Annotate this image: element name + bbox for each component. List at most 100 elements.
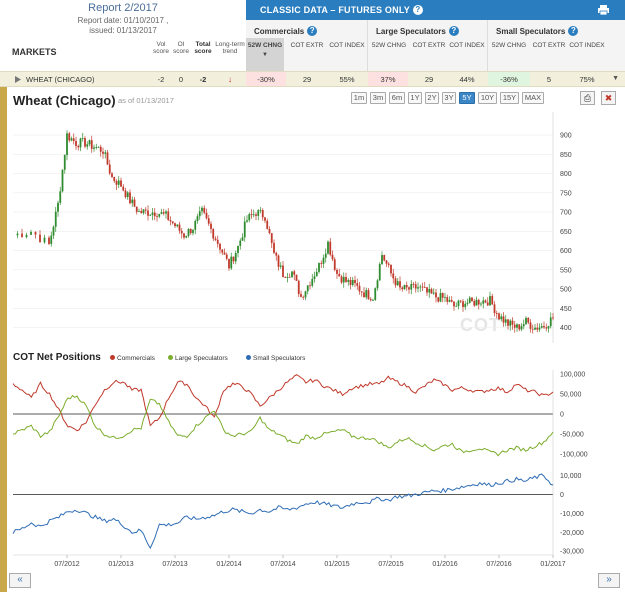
candle-body	[495, 313, 498, 314]
print-chart-icon[interactable]: ⎙	[580, 91, 595, 105]
candle-body	[131, 199, 134, 204]
price-tick-label: 450	[560, 306, 572, 313]
candle-body	[66, 133, 68, 156]
price-tick-label: 400	[560, 325, 572, 332]
expand-triangle-icon[interactable]	[15, 76, 21, 83]
range-button-max[interactable]: MAX	[522, 92, 544, 104]
candle-body	[484, 300, 487, 303]
candle-body	[360, 291, 363, 293]
candle-body	[266, 220, 269, 230]
candle-body	[270, 233, 273, 243]
candle-body	[331, 254, 334, 260]
col-ls-cot-index[interactable]: COT INDEX	[449, 42, 485, 49]
candle-body	[252, 214, 255, 216]
col-oi-score[interactable]: OI score	[173, 41, 189, 55]
col-ss-52w-chng[interactable]: 52W CHNG	[491, 42, 527, 49]
legend-dot-icon	[168, 355, 173, 360]
scroll-down-icon[interactable]: ▼	[612, 75, 619, 82]
cot-lower-tick-label: 0	[560, 492, 564, 499]
range-button-15y[interactable]: 15Y	[500, 92, 519, 104]
candle-body	[347, 279, 350, 282]
col-com-52w-chng[interactable]: 52W CHNG ▼	[246, 38, 284, 71]
candle-body	[158, 213, 161, 217]
ls-52w-chng: 37%	[380, 75, 396, 84]
help-icon[interactable]: ?	[307, 26, 318, 36]
x-tick-label: 07/2015	[378, 561, 403, 568]
candle-body	[374, 288, 377, 300]
candle-body	[302, 296, 305, 298]
candle-body	[306, 285, 309, 292]
range-button-1y[interactable]: 1Y	[408, 92, 422, 104]
candle-body	[435, 292, 437, 298]
candle-body	[70, 138, 73, 141]
candle-body	[291, 271, 293, 278]
candle-body	[493, 304, 496, 314]
group-commercials: Commercials? 52W CHNG ▼ COT EXTR COT INDE…	[246, 20, 368, 71]
down-arrow-icon: ↓	[228, 75, 232, 84]
candle-body	[324, 253, 327, 258]
candle-body	[151, 212, 154, 215]
candle-body	[396, 281, 399, 286]
classic-data-title: CLASSIC DATA – FUTURES ONLY	[260, 5, 410, 15]
legend-commercials[interactable]: Commercials	[110, 355, 155, 362]
market-name[interactable]: WHEAT (CHICAGO)	[26, 75, 95, 84]
col-ss-cot-extr[interactable]: COT EXTR	[532, 42, 566, 49]
help-icon[interactable]: ?	[568, 26, 579, 36]
candle-body	[214, 238, 217, 240]
nav-prev-button[interactable]: «	[9, 573, 31, 588]
candle-body	[201, 207, 203, 212]
col-com-cot-extr[interactable]: COT EXTR	[290, 42, 324, 49]
candle-body	[500, 316, 503, 320]
market-row-wheat[interactable]: WHEAT (CHICAGO) -2 0 -2 ↓ -30% 29 55% 37…	[0, 71, 625, 87]
nav-next-button[interactable]: »	[598, 573, 620, 588]
candle-body	[401, 287, 404, 290]
range-button-1m[interactable]: 1m	[351, 92, 367, 104]
candle-body	[489, 296, 491, 306]
oi-score: 0	[178, 75, 184, 84]
candle-body	[426, 287, 428, 293]
col-vol-score[interactable]: Vol score	[153, 41, 169, 55]
report-date: Report date: 01/10/2017 ,	[77, 16, 169, 25]
candle-body	[536, 327, 539, 330]
col-ss-cot-index[interactable]: COT INDEX	[569, 42, 605, 49]
candle-body	[385, 260, 388, 264]
candle-body	[230, 256, 233, 269]
group-large-speculators: Large Speculators? 52W CHNG COT EXTR COT…	[368, 20, 488, 71]
range-button-10y[interactable]: 10Y	[478, 92, 497, 104]
candle-body	[547, 326, 550, 329]
candle-body	[196, 216, 199, 221]
col-long-term-trend[interactable]: Long-term trend	[215, 41, 245, 55]
legend-small-speculators[interactable]: Small Speculators	[246, 355, 305, 362]
close-icon[interactable]: ✖	[601, 91, 616, 105]
legend-large-speculators[interactable]: Large Speculators	[168, 355, 228, 362]
help-icon[interactable]: ?	[448, 26, 459, 36]
x-tick-label: 01/2017	[540, 561, 565, 568]
candle-body	[439, 293, 442, 302]
candle-body	[223, 252, 226, 255]
help-icon[interactable]: ?	[412, 5, 423, 15]
candle-body	[261, 210, 264, 218]
print-icon[interactable]	[598, 5, 609, 15]
candle-body	[417, 287, 419, 289]
col-com-cot-index[interactable]: COT INDEX	[329, 42, 365, 49]
candle-body	[165, 211, 167, 214]
candle-body	[369, 299, 372, 301]
range-button-3y[interactable]: 3Y	[442, 92, 456, 104]
candle-body	[115, 181, 118, 185]
candle-body	[205, 212, 208, 219]
col-ls-52w-chng[interactable]: 52W CHNG	[371, 42, 407, 49]
candle-body	[329, 241, 332, 255]
col-ls-cot-extr[interactable]: COT EXTR	[412, 42, 446, 49]
candle-body	[259, 210, 262, 211]
candle-body	[221, 249, 224, 253]
range-button-5y[interactable]: 5Y	[459, 92, 475, 104]
candle-body	[516, 324, 518, 328]
candle-body	[192, 229, 194, 234]
candle-body	[459, 300, 462, 302]
candle-body	[104, 152, 107, 154]
range-button-3m[interactable]: 3m	[370, 92, 386, 104]
col-total-score[interactable]: Total score	[194, 41, 212, 55]
range-button-6m[interactable]: 6m	[389, 92, 405, 104]
candle-body	[243, 221, 246, 238]
range-button-2y[interactable]: 2Y	[425, 92, 439, 104]
